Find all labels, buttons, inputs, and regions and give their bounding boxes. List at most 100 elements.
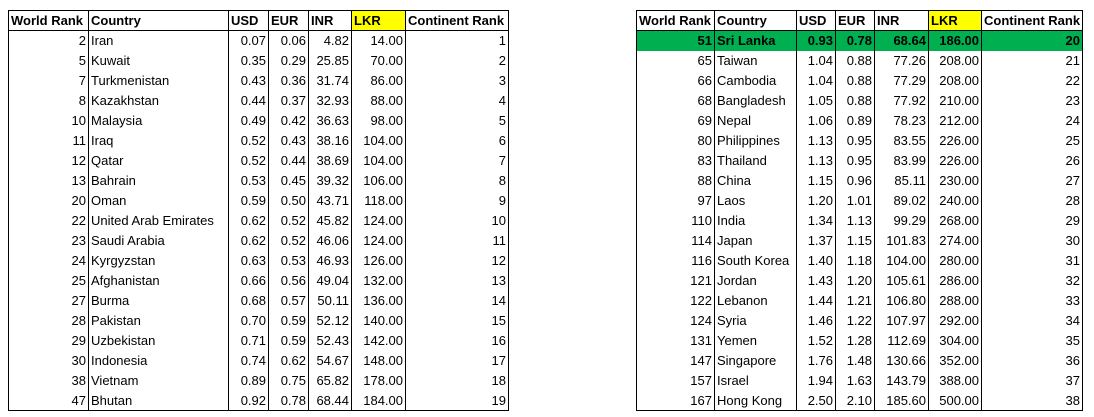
cell: 70.00: [351, 50, 406, 71]
cell: 1.34: [796, 210, 836, 231]
cell: 0.66: [228, 270, 269, 291]
row: 83 Thailand 1.13 0.95 83.99 226.00 26: [636, 150, 1083, 171]
cell: 126.00: [351, 250, 406, 271]
cell: 131: [636, 330, 715, 351]
cell: 65.82: [308, 370, 352, 391]
cell: 32: [981, 270, 1083, 291]
row: 157 Israel 1.94 1.63 143.79 388.00 37: [636, 370, 1083, 391]
row: 68 Bangladesh 1.05 0.88 77.92 210.00 23: [636, 90, 1083, 111]
column-header: World Rank: [636, 10, 715, 31]
cell: 30: [8, 350, 89, 371]
cell: 38.16: [308, 130, 352, 151]
cell: 52.12: [308, 310, 352, 331]
cell: 28: [981, 190, 1083, 211]
cell: 0.88: [835, 70, 875, 91]
cell: 10: [8, 110, 89, 131]
cell: Taiwan: [714, 50, 797, 71]
cell: 45.82: [308, 210, 352, 231]
cell: 106.80: [874, 290, 929, 311]
cell: 0.42: [268, 110, 309, 131]
cell: 68.64: [874, 30, 929, 51]
cell: 23: [981, 90, 1083, 111]
cell: 0.62: [228, 230, 269, 251]
cell: Qatar: [88, 150, 229, 171]
column-header: LKR: [351, 10, 406, 31]
cell: 1.44: [796, 290, 836, 311]
row: 12 Qatar 0.52 0.44 38.69 104.00 7: [8, 150, 509, 171]
cell: 22: [981, 70, 1083, 91]
cell: Afghanistan: [88, 270, 229, 291]
cell: 352.00: [928, 350, 982, 371]
cell: Oman: [88, 190, 229, 211]
column-header: Country: [714, 10, 797, 31]
cell: 1.04: [796, 70, 836, 91]
row: 97 Laos 1.20 1.01 89.02 240.00 28: [636, 190, 1083, 211]
cell: 226.00: [928, 130, 982, 151]
cell: 104.00: [351, 150, 406, 171]
cell: 1.63: [835, 370, 875, 391]
cell: 35: [981, 330, 1083, 351]
cell: 1.43: [796, 270, 836, 291]
cell: 39.32: [308, 170, 352, 191]
cell: 18: [405, 370, 509, 391]
cell: 1.20: [796, 190, 836, 211]
cell: 230.00: [928, 170, 982, 191]
cell: 49.04: [308, 270, 352, 291]
cell: 66: [636, 70, 715, 91]
cell: 22: [8, 210, 89, 231]
cell: 0.96: [835, 170, 875, 191]
cell: 31: [981, 250, 1083, 271]
row: 66 Cambodia 1.04 0.88 77.29 208.00 22: [636, 70, 1083, 91]
cell: 83.55: [874, 130, 929, 151]
cell: 1.15: [796, 170, 836, 191]
cell: 186.00: [928, 30, 982, 51]
cell: 21: [981, 50, 1083, 71]
cell: 1: [405, 30, 509, 51]
cell: 46.06: [308, 230, 352, 251]
cell: 4: [405, 90, 509, 111]
cell: 4.82: [308, 30, 352, 51]
row: 47 Bhutan 0.92 0.78 68.44 184.00 19: [8, 390, 509, 411]
cell: Kazakhstan: [88, 90, 229, 111]
cell: 0.95: [835, 130, 875, 151]
cell: Laos: [714, 190, 797, 211]
cell: 1.94: [796, 370, 836, 391]
cell: 1.21: [835, 290, 875, 311]
cell: 124: [636, 310, 715, 331]
cell: 14: [405, 290, 509, 311]
cell: 12: [405, 250, 509, 271]
column-header: Country: [88, 10, 229, 31]
cell: 16: [405, 330, 509, 351]
cell: 0.52: [228, 130, 269, 151]
cell: 1.18: [835, 250, 875, 271]
cell: 8: [8, 90, 89, 111]
header: World Rank Country USD EUR INR LKR Continent R…: [8, 10, 509, 31]
cell: 185.60: [874, 390, 929, 411]
cell: 20: [8, 190, 89, 211]
cell: 25: [981, 130, 1083, 151]
cell: 77.29: [874, 70, 929, 91]
cell: 1.01: [835, 190, 875, 211]
cell: 65: [636, 50, 715, 71]
cell: 2: [8, 30, 89, 51]
cell: 1.52: [796, 330, 836, 351]
row: 147 Singapore 1.76 1.48 130.66 352.00 36: [636, 350, 1083, 371]
body: 51 Sri Lanka 0.93 0.78 68.64 186.00 20 65 Taiwan…: [636, 30, 1083, 411]
cell: 0.53: [268, 250, 309, 271]
cell: 5: [405, 110, 509, 131]
cell: 23: [8, 230, 89, 251]
cell: Thailand: [714, 150, 797, 171]
cell: South Korea: [714, 250, 797, 271]
cell: 13: [405, 270, 509, 291]
cell: Vietnam: [88, 370, 229, 391]
cell: 1.28: [835, 330, 875, 351]
left-table: World Rank Country USD EUR INR LKR Continent R…: [8, 10, 509, 411]
cell: 77.92: [874, 90, 929, 111]
cell: 38: [8, 370, 89, 391]
cell: 8: [405, 170, 509, 191]
cell: 0.07: [228, 30, 269, 51]
cell: 0.43: [228, 70, 269, 91]
cell: 0.59: [268, 330, 309, 351]
cell: Kuwait: [88, 50, 229, 71]
cell: Cambodia: [714, 70, 797, 91]
